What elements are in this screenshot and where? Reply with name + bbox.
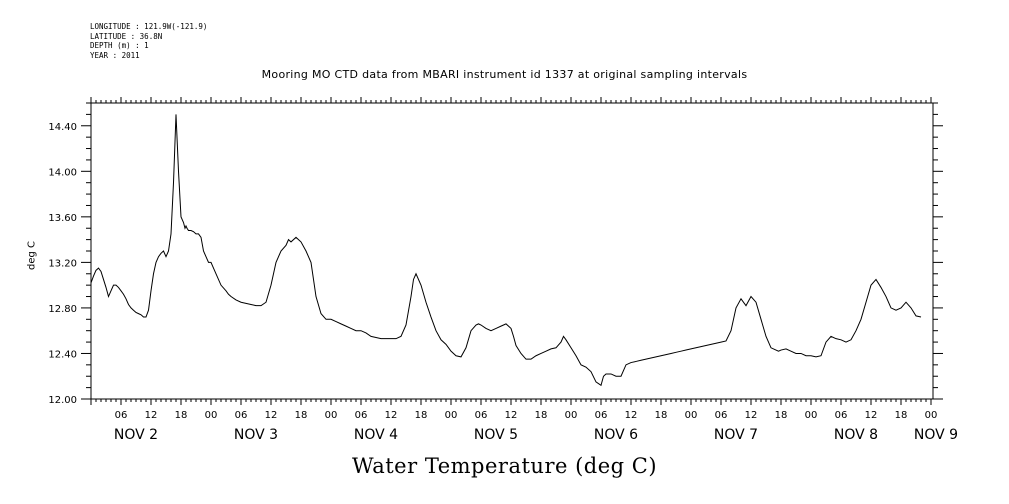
x-tick-label: 18 bbox=[295, 410, 308, 421]
x-tick-label: 12 bbox=[385, 410, 398, 421]
x-tick-label: 12 bbox=[505, 410, 518, 421]
x-tick-label: 18 bbox=[895, 410, 908, 421]
y-tick-label: 12.80 bbox=[48, 304, 77, 315]
year-text: YEAR : 2011 bbox=[90, 50, 140, 60]
x-day-label: NOV 7 bbox=[714, 427, 758, 443]
x-tick-label: 12 bbox=[865, 410, 878, 421]
x-tick-label: 00 bbox=[445, 410, 458, 421]
x-tick-label: 06 bbox=[355, 410, 368, 421]
y-tick-label: 13.60 bbox=[48, 213, 77, 224]
x-tick-label: 18 bbox=[535, 410, 548, 421]
y-tick-label: 12.40 bbox=[48, 349, 77, 360]
y-tick-label: 14.00 bbox=[48, 167, 77, 178]
x-tick-label: 00 bbox=[565, 410, 578, 421]
axes-group: 06 12 18 00 06 12 18 00 06 12 18 00 06 12 18 00 06 12 18 00… bbox=[48, 97, 958, 443]
depth-text: DEPTH (m) : 1 bbox=[90, 41, 149, 50]
x-day-label: NOV 5 bbox=[474, 427, 518, 443]
x-tick-label: 00 bbox=[325, 410, 338, 421]
latitude-text: LATITUDE : 36.8N bbox=[90, 31, 163, 41]
x-tick-label: 06 bbox=[115, 410, 128, 421]
x-day-label: NOV 2 bbox=[114, 427, 158, 443]
x-day-label: NOV 9 bbox=[914, 427, 958, 443]
x-tick-label: 06 bbox=[475, 410, 488, 421]
y-tick-label: 14.40 bbox=[48, 122, 77, 133]
x-tick-label: 00 bbox=[685, 410, 698, 421]
x-day-label: NOV 8 bbox=[834, 427, 878, 443]
x-tick-label: 12 bbox=[625, 410, 638, 421]
x-tick-label: 12 bbox=[265, 410, 278, 421]
series-group bbox=[90, 114, 922, 387]
x-tick-label: 06 bbox=[595, 410, 608, 421]
plot-frame bbox=[90, 102, 934, 400]
chart-title: Mooring MO CTD data from MBARI instrumen… bbox=[261, 68, 748, 81]
x-tick-label: 06 bbox=[715, 410, 728, 421]
x-day-label: NOV 4 bbox=[354, 427, 398, 443]
y-tick-label: 13.20 bbox=[48, 258, 77, 269]
x-tick-label: 00 bbox=[205, 410, 218, 421]
x-tick-label: 06 bbox=[235, 410, 248, 421]
x-tick-label: 18 bbox=[175, 410, 188, 421]
x-tick-label: 12 bbox=[145, 410, 158, 421]
x-tick-label: 18 bbox=[415, 410, 428, 421]
metadata-block: LONGITUDE : 121.9W(-121.9) LATITUDE : 36… bbox=[90, 22, 207, 60]
x-tick-label: 12 bbox=[745, 410, 758, 421]
x-tick-label: 18 bbox=[775, 410, 788, 421]
x-axis-title: Water Temperature (deg C) bbox=[351, 454, 658, 478]
x-tick-label: 06 bbox=[835, 410, 848, 421]
x-tick-label: 00 bbox=[805, 410, 818, 421]
series-line bbox=[90, 114, 922, 387]
x-day-label: NOV 3 bbox=[234, 427, 278, 443]
x-tick-label: 00 bbox=[925, 410, 938, 421]
x-day-label: NOV 6 bbox=[594, 427, 638, 443]
y-tick-label: 12.00 bbox=[48, 395, 77, 406]
longitude-text: LONGITUDE : 121.9W(-121.9) bbox=[90, 22, 208, 31]
x-tick-label: 18 bbox=[655, 410, 668, 421]
